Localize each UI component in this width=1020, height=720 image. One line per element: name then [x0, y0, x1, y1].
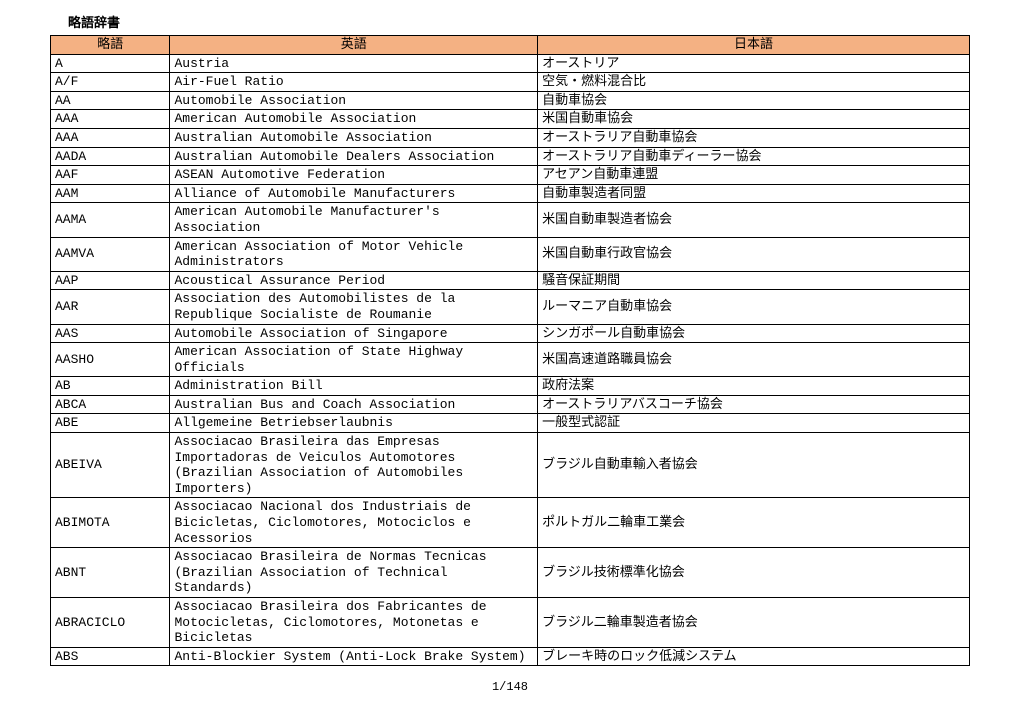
table-row: ABSAnti-Blockier System (Anti-Lock Brake… — [51, 647, 970, 666]
cell-english: Automobile Association of Singapore — [170, 324, 538, 343]
cell-english: Australian Automobile Association — [170, 128, 538, 147]
table-row: ABEAllgemeine Betriebserlaubnis一般型式認証 — [51, 414, 970, 433]
col-header-japanese: 日本語 — [538, 36, 970, 55]
cell-english: ASEAN Automotive Federation — [170, 166, 538, 185]
cell-english: American Automobile Manufacturer's Assoc… — [170, 203, 538, 237]
cell-english: Austria — [170, 54, 538, 73]
cell-english: Associacao Brasileira das Empresas Impor… — [170, 433, 538, 498]
cell-english: Australian Automobile Dealers Associatio… — [170, 147, 538, 166]
table-row: AAMVAAmerican Association of Motor Vehic… — [51, 237, 970, 271]
cell-abbr: AAMA — [51, 203, 170, 237]
cell-abbr: AAA — [51, 110, 170, 129]
cell-japanese: 米国自動車行政官協会 — [538, 237, 970, 271]
cell-english: Anti-Blockier System (Anti-Lock Brake Sy… — [170, 647, 538, 666]
cell-english: Associacao Nacional dos Industriais de B… — [170, 498, 538, 548]
col-header-abbr: 略語 — [51, 36, 170, 55]
cell-abbr: AAP — [51, 271, 170, 290]
cell-english: Alliance of Automobile Manufacturers — [170, 184, 538, 203]
table-header-row: 略語 英語 日本語 — [51, 36, 970, 55]
cell-japanese: ルーマニア自動車協会 — [538, 290, 970, 324]
cell-japanese: 自動車協会 — [538, 91, 970, 110]
cell-japanese: オーストリア — [538, 54, 970, 73]
cell-abbr: AA — [51, 91, 170, 110]
cell-japanese: ブラジル技術標準化協会 — [538, 548, 970, 598]
table-row: ABRACICLOAssociacao Brasileira dos Fabri… — [51, 598, 970, 648]
cell-english: Australian Bus and Coach Association — [170, 395, 538, 414]
cell-japanese: 政府法案 — [538, 377, 970, 396]
cell-abbr: ABE — [51, 414, 170, 433]
table-row: AAMAAmerican Automobile Manufacturer's A… — [51, 203, 970, 237]
table-row: ABAdministration Bill政府法案 — [51, 377, 970, 396]
table-row: AADAAustralian Automobile Dealers Associ… — [51, 147, 970, 166]
cell-japanese: 米国自動車製造者協会 — [538, 203, 970, 237]
table-row: AASAutomobile Association of Singaporeシン… — [51, 324, 970, 343]
cell-abbr: AASHO — [51, 343, 170, 377]
cell-japanese: ポルトガル二輪車工業会 — [538, 498, 970, 548]
col-header-english: 英語 — [170, 36, 538, 55]
table-row: AAAAmerican Automobile Association米国自動車協… — [51, 110, 970, 129]
cell-japanese: 空気・燃料混合比 — [538, 73, 970, 92]
cell-english: Associacao Brasileira de Normas Tecnicas… — [170, 548, 538, 598]
cell-japanese: 自動車製造者同盟 — [538, 184, 970, 203]
cell-japanese: ブラジル自動車輸入者協会 — [538, 433, 970, 498]
cell-english: Association des Automobilistes de la Rep… — [170, 290, 538, 324]
cell-japanese: 米国高速道路職員協会 — [538, 343, 970, 377]
table-row: ABNTAssociacao Brasileira de Normas Tecn… — [51, 548, 970, 598]
cell-japanese: オーストラリア自動車ディーラー協会 — [538, 147, 970, 166]
cell-japanese: オーストラリアバスコーチ協会 — [538, 395, 970, 414]
table-row: AASHOAmerican Association of State Highw… — [51, 343, 970, 377]
cell-japanese: ブラジル二輪車製造者協会 — [538, 598, 970, 648]
cell-abbr: A/F — [51, 73, 170, 92]
table-row: AAAAustralian Automobile Associationオースト… — [51, 128, 970, 147]
cell-abbr: ABRACICLO — [51, 598, 170, 648]
cell-abbr: ABEIVA — [51, 433, 170, 498]
cell-abbr: AAR — [51, 290, 170, 324]
table-row: A/FAir-Fuel Ratio空気・燃料混合比 — [51, 73, 970, 92]
cell-abbr: AAF — [51, 166, 170, 185]
table-row: AAustriaオーストリア — [51, 54, 970, 73]
cell-japanese: オーストラリア自動車協会 — [538, 128, 970, 147]
table-row: AARAssociation des Automobilistes de la … — [51, 290, 970, 324]
cell-japanese: 騒音保証期間 — [538, 271, 970, 290]
cell-abbr: ABS — [51, 647, 170, 666]
table-row: ABIMOTAAssociacao Nacional dos Industria… — [51, 498, 970, 548]
cell-japanese: ブレーキ時のロック低減システム — [538, 647, 970, 666]
cell-abbr: AAA — [51, 128, 170, 147]
cell-english: Acoustical Assurance Period — [170, 271, 538, 290]
cell-english: American Association of Motor Vehicle Ad… — [170, 237, 538, 271]
cell-abbr: ABCA — [51, 395, 170, 414]
table-row: AAFASEAN Automotive Federationアセアン自動車連盟 — [51, 166, 970, 185]
table-row: ABCAAustralian Bus and Coach Association… — [51, 395, 970, 414]
table-row: AAAutomobile Association自動車協会 — [51, 91, 970, 110]
cell-abbr: AAMVA — [51, 237, 170, 271]
cell-abbr: A — [51, 54, 170, 73]
cell-japanese: 米国自動車協会 — [538, 110, 970, 129]
table-row: ABEIVAAssociacao Brasileira das Empresas… — [51, 433, 970, 498]
table-row: AAPAcoustical Assurance Period騒音保証期間 — [51, 271, 970, 290]
table-row: AAMAlliance of Automobile Manufacturers自… — [51, 184, 970, 203]
cell-english: Administration Bill — [170, 377, 538, 396]
cell-english: American Association of State Highway Of… — [170, 343, 538, 377]
abbreviation-table: 略語 英語 日本語 AAustriaオーストリアA/FAir-Fuel Rati… — [50, 35, 970, 666]
page-indicator: 1/148 — [50, 680, 970, 694]
cell-english: Associacao Brasileira dos Fabricantes de… — [170, 598, 538, 648]
cell-abbr: AB — [51, 377, 170, 396]
cell-english: Air-Fuel Ratio — [170, 73, 538, 92]
cell-english: Allgemeine Betriebserlaubnis — [170, 414, 538, 433]
cell-english: American Automobile Association — [170, 110, 538, 129]
cell-abbr: ABNT — [51, 548, 170, 598]
cell-english: Automobile Association — [170, 91, 538, 110]
cell-abbr: AADA — [51, 147, 170, 166]
cell-abbr: ABIMOTA — [51, 498, 170, 548]
document-title: 略語辞書 — [68, 12, 970, 31]
cell-abbr: AAS — [51, 324, 170, 343]
cell-japanese: シンガポール自動車協会 — [538, 324, 970, 343]
cell-japanese: アセアン自動車連盟 — [538, 166, 970, 185]
cell-japanese: 一般型式認証 — [538, 414, 970, 433]
cell-abbr: AAM — [51, 184, 170, 203]
